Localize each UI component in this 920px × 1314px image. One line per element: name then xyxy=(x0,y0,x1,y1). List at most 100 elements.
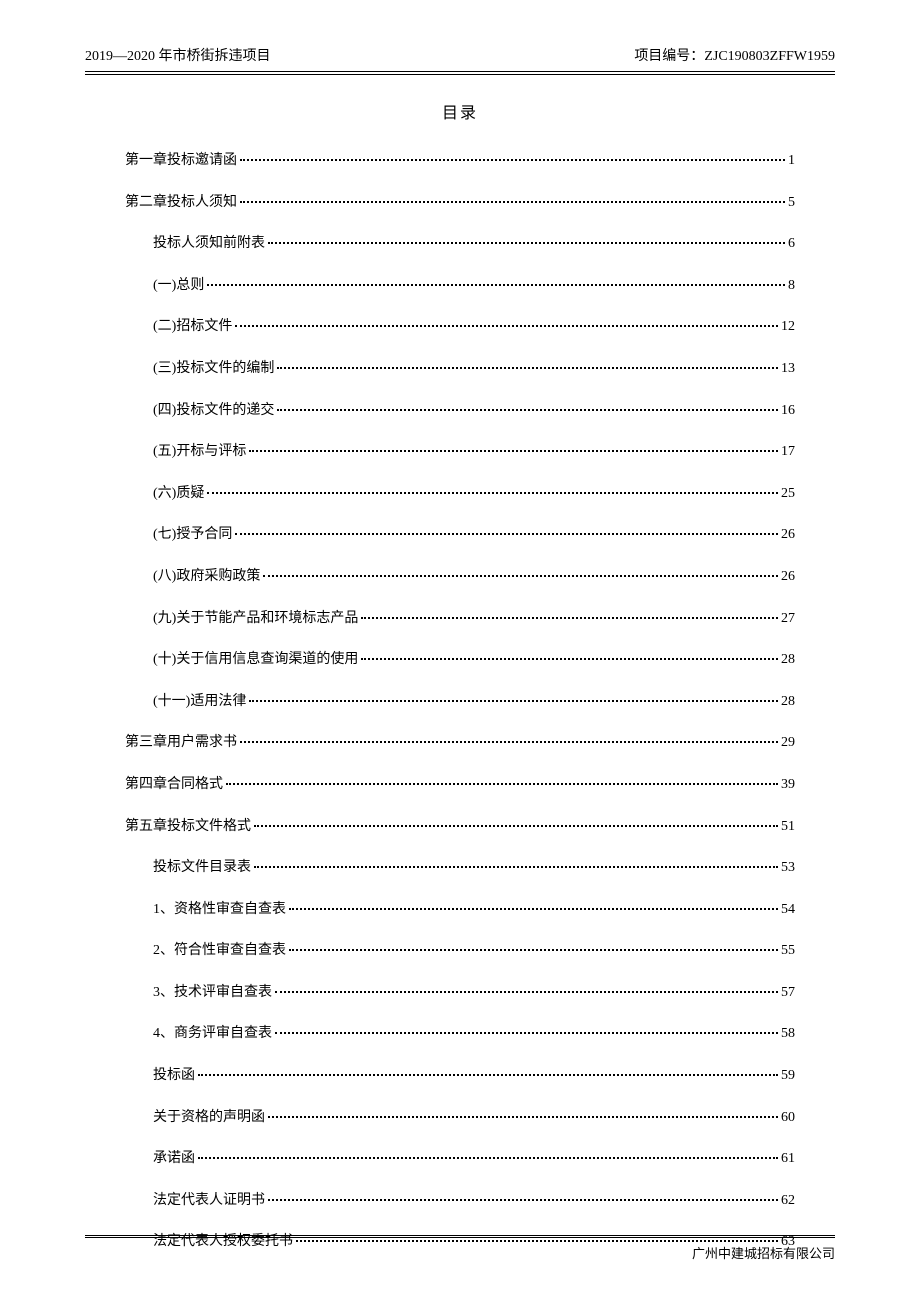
toc-entry-label: 关于资格的声明函 xyxy=(153,1108,265,1128)
toc-entry: (一)总则8 xyxy=(125,276,795,296)
toc-entry-page: 16 xyxy=(781,401,795,421)
toc-entry: 2、符合性审查自查表 55 xyxy=(125,941,795,961)
toc-entry-page: 26 xyxy=(781,525,795,545)
toc-entry-page: 61 xyxy=(781,1149,795,1169)
toc-entry-label: (七)授予合同 xyxy=(153,525,232,545)
toc-dots xyxy=(361,617,778,619)
toc-entry-label: (八)政府采购政策 xyxy=(153,567,260,587)
footer-text: 广州中建城招标有限公司 xyxy=(85,1239,835,1262)
toc-entry-page: 27 xyxy=(781,609,795,629)
header-right: 项目编号：ZJC190803ZFFW1959 xyxy=(634,45,835,65)
toc-list: 第一章投标邀请函1第二章投标人须知5投标人须知前附表6(一)总则8(二)招标文件… xyxy=(85,151,835,1252)
toc-entry: (二)招标文件12 xyxy=(125,317,795,337)
toc-entry-page: 28 xyxy=(781,692,795,712)
toc-entry-page: 51 xyxy=(781,817,795,837)
toc-entry: 第三章用户需求书 29 xyxy=(125,733,795,753)
toc-entry-page: 53 xyxy=(781,858,795,878)
toc-dots xyxy=(249,700,778,702)
toc-entry-label: 第三章用户需求书 xyxy=(125,733,237,753)
toc-entry: (十一)适用法律28 xyxy=(125,692,795,712)
toc-entry-label: (九)关于节能产品和环境标志产品 xyxy=(153,609,358,629)
toc-entry-label: 第五章投标文件格式 xyxy=(125,817,251,837)
toc-entry-label: 2、符合性审查自查表 xyxy=(153,941,286,961)
page-container: 2019—2020 年市桥街拆违项目 项目编号：ZJC190803ZFFW195… xyxy=(0,0,920,1314)
toc-entry-label: (六)质疑 xyxy=(153,484,204,504)
toc-entry-page: 13 xyxy=(781,359,795,379)
toc-entry: 1、资格性审查自查表 54 xyxy=(125,900,795,920)
toc-entry: 承诺函 61 xyxy=(125,1149,795,1169)
toc-dots xyxy=(198,1074,778,1076)
toc-entry-page: 5 xyxy=(788,193,795,213)
page-header: 2019—2020 年市桥街拆违项目 项目编号：ZJC190803ZFFW195… xyxy=(85,45,835,72)
toc-entry: (六)质疑 25 xyxy=(125,484,795,504)
toc-dots xyxy=(289,949,778,951)
header-left: 2019—2020 年市桥街拆违项目 xyxy=(85,45,271,65)
toc-entry: (三)投标文件的编制13 xyxy=(125,359,795,379)
toc-dots xyxy=(361,658,778,660)
toc-dots xyxy=(240,159,785,161)
toc-dots xyxy=(207,284,785,286)
header-underline xyxy=(85,74,835,75)
toc-entry-label: (五)开标与评标 xyxy=(153,442,246,462)
toc-entry: (五)开标与评标 17 xyxy=(125,442,795,462)
toc-dots xyxy=(198,1157,778,1159)
toc-dots xyxy=(240,741,778,743)
toc-dots xyxy=(235,325,778,327)
toc-dots xyxy=(263,575,778,577)
toc-dots xyxy=(268,1116,778,1118)
toc-dots xyxy=(254,866,778,868)
toc-entry-page: 17 xyxy=(781,442,795,462)
toc-entry-label: 投标人须知前附表 xyxy=(153,234,265,254)
toc-dots xyxy=(254,825,778,827)
toc-entry: 第五章投标文件格式 51 xyxy=(125,817,795,837)
header-right-label: 项目编号： xyxy=(634,49,704,64)
toc-entry: 关于资格的声明函 60 xyxy=(125,1108,795,1128)
toc-entry-label: (一)总则 xyxy=(153,276,204,296)
toc-entry: 第一章投标邀请函 1 xyxy=(125,151,795,171)
toc-entry: (四)投标文件的递交 16 xyxy=(125,401,795,421)
toc-entry-page: 1 xyxy=(788,151,795,171)
toc-entry-page: 29 xyxy=(781,733,795,753)
toc-entry: 3、技术评审自查表57 xyxy=(125,983,795,1003)
toc-entry: (七)授予合同 26 xyxy=(125,525,795,545)
toc-entry-label: 投标文件目录表 xyxy=(153,858,251,878)
toc-entry: (十)关于信用信息查询渠道的使用28 xyxy=(125,650,795,670)
toc-entry: 投标文件目录表 53 xyxy=(125,858,795,878)
toc-entry-page: 25 xyxy=(781,484,795,504)
toc-entry: (九)关于节能产品和环境标志产品 27 xyxy=(125,609,795,629)
toc-entry-label: 承诺函 xyxy=(153,1149,195,1169)
toc-dots xyxy=(268,242,785,244)
toc-entry-label: (四)投标文件的递交 xyxy=(153,401,274,421)
toc-entry-page: 55 xyxy=(781,941,795,961)
toc-dots xyxy=(277,409,778,411)
toc-entry-label: 1、资格性审查自查表 xyxy=(153,900,286,920)
toc-dots xyxy=(207,492,778,494)
toc-dots xyxy=(289,908,778,910)
toc-entry-label: 第四章合同格式 xyxy=(125,775,223,795)
toc-dots xyxy=(275,991,778,993)
toc-entry-page: 12 xyxy=(781,317,795,337)
toc-entry-label: 法定代表人证明书 xyxy=(153,1191,265,1211)
toc-dots xyxy=(249,450,778,452)
toc-entry-label: 4、商务评审自查表 xyxy=(153,1024,272,1044)
toc-dots xyxy=(235,533,778,535)
toc-entry: 第四章合同格式39 xyxy=(125,775,795,795)
toc-entry: 第二章投标人须知 5 xyxy=(125,193,795,213)
page-footer: 广州中建城招标有限公司 xyxy=(85,1235,835,1262)
toc-entry-label: 第二章投标人须知 xyxy=(125,193,237,213)
toc-entry-page: 59 xyxy=(781,1066,795,1086)
toc-dots xyxy=(226,783,778,785)
toc-entry-page: 28 xyxy=(781,650,795,670)
toc-entry: (八)政府采购政策26 xyxy=(125,567,795,587)
toc-title: 目录 xyxy=(85,99,835,123)
toc-entry-label: 第一章投标邀请函 xyxy=(125,151,237,171)
toc-entry-page: 60 xyxy=(781,1108,795,1128)
toc-entry-page: 62 xyxy=(781,1191,795,1211)
toc-entry-label: 3、技术评审自查表 xyxy=(153,983,272,1003)
footer-line xyxy=(85,1237,835,1238)
toc-dots xyxy=(275,1032,778,1034)
toc-entry-label: 投标函 xyxy=(153,1066,195,1086)
toc-dots xyxy=(240,201,785,203)
toc-entry-page: 54 xyxy=(781,900,795,920)
toc-entry-page: 58 xyxy=(781,1024,795,1044)
